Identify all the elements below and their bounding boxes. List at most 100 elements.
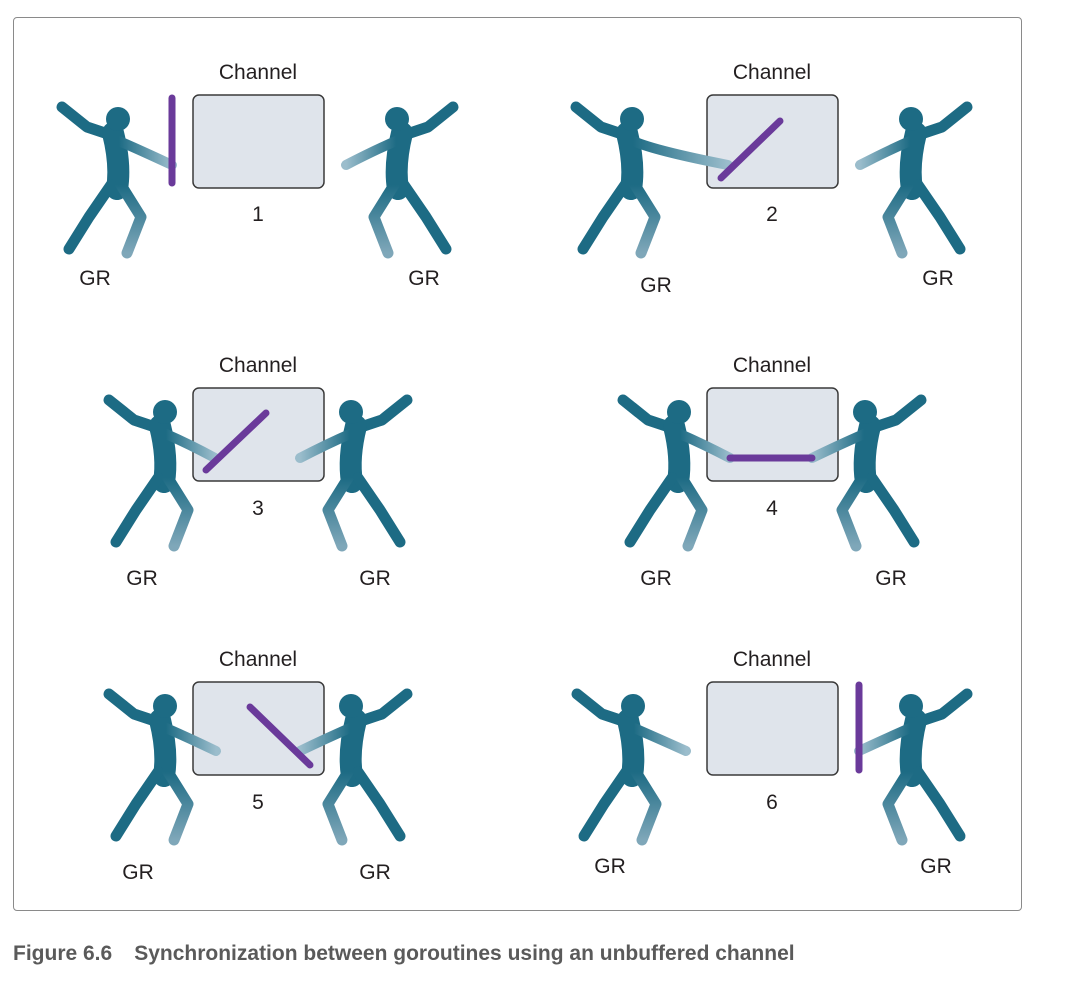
left-goroutine-figure	[56, 101, 177, 259]
channel-label: Channel	[219, 354, 297, 377]
front-leg	[162, 472, 194, 552]
back-leg	[624, 472, 678, 548]
panel-5: Channel 5 GR GR	[103, 648, 413, 884]
front-leg	[630, 766, 662, 846]
left-goroutine-figure	[103, 394, 220, 552]
head	[385, 107, 409, 131]
front-leg	[882, 766, 914, 846]
front-leg	[629, 179, 661, 259]
back-leg	[578, 766, 632, 842]
front-leg	[322, 472, 354, 552]
right-goroutine-figure	[854, 688, 973, 846]
back-leg	[352, 472, 406, 548]
reaching-arm	[807, 429, 869, 463]
channel-box	[192, 681, 325, 776]
panel-4: Channel 4 GR GR	[617, 354, 927, 590]
reaching-arm	[161, 723, 221, 756]
figure-caption-text: Synchronization between goroutines using…	[134, 942, 795, 965]
left-goroutine-figure	[103, 688, 221, 846]
figure-number: Figure 6.6	[13, 942, 113, 965]
channel-box	[706, 681, 839, 776]
head	[620, 107, 644, 131]
step-number: 3	[252, 497, 264, 520]
right-goroutine-label: GR	[359, 861, 391, 884]
left-goroutine-label: GR	[640, 567, 672, 590]
right-goroutine-figure	[341, 101, 459, 259]
reaching-arm	[628, 136, 733, 170]
right-goroutine-figure	[295, 688, 413, 846]
channel-label: Channel	[219, 648, 297, 671]
reaching-arm	[114, 136, 177, 170]
back-leg	[866, 472, 920, 548]
front-leg	[882, 179, 914, 259]
right-goroutine-label: GR	[359, 567, 391, 590]
left-goroutine-figure	[570, 101, 733, 259]
back-leg	[398, 179, 452, 255]
left-goroutine-label: GR	[126, 567, 158, 590]
channel-box	[192, 94, 325, 189]
channel-label: Channel	[733, 354, 811, 377]
head	[621, 694, 645, 718]
channel-label: Channel	[733, 61, 811, 84]
step-number: 2	[766, 203, 778, 226]
front-leg	[322, 766, 354, 846]
reaching-arm	[855, 136, 915, 170]
step-number: 4	[766, 497, 778, 520]
right-goroutine-label: GR	[408, 267, 440, 290]
reaching-arm	[161, 429, 220, 463]
right-goroutine-figure	[855, 101, 973, 259]
front-leg	[162, 766, 194, 846]
baton	[246, 703, 314, 769]
channel-label: Channel	[219, 61, 297, 84]
right-goroutine-label: GR	[920, 855, 952, 878]
front-leg	[676, 472, 708, 552]
back-leg	[912, 179, 966, 255]
reaching-arm	[675, 429, 735, 463]
left-goroutine-figure	[617, 394, 735, 552]
reaching-arm	[854, 723, 915, 756]
head	[899, 107, 923, 131]
head	[106, 107, 130, 131]
figure-caption: Figure 6.6 Synchronization between gorout…	[13, 942, 795, 966]
front-leg	[836, 472, 868, 552]
step-number: 1	[252, 203, 264, 226]
baton	[717, 117, 784, 182]
channel-label: Channel	[733, 648, 811, 671]
back-leg	[352, 766, 406, 842]
step-number: 5	[252, 791, 264, 814]
step-number: 6	[766, 791, 778, 814]
head	[153, 694, 177, 718]
front-leg	[115, 179, 147, 259]
baton	[202, 409, 270, 474]
front-leg	[368, 179, 400, 259]
left-goroutine-label: GR	[79, 267, 111, 290]
back-leg	[63, 179, 117, 255]
back-leg	[110, 472, 164, 548]
head	[339, 400, 363, 424]
head	[153, 400, 177, 424]
panel-1: Channel 1 GR GR	[56, 61, 459, 290]
left-goroutine-label: GR	[640, 274, 672, 297]
right-goroutine-label: GR	[875, 567, 907, 590]
back-leg	[912, 766, 966, 842]
back-leg	[577, 179, 631, 255]
reaching-arm	[295, 723, 355, 756]
head	[853, 400, 877, 424]
left-goroutine-figure	[571, 688, 691, 846]
reaching-arm	[295, 429, 355, 463]
head	[667, 400, 691, 424]
left-goroutine-label: GR	[594, 855, 626, 878]
reaching-arm	[629, 723, 691, 756]
head	[899, 694, 923, 718]
channel-box	[192, 387, 325, 482]
panel-3: Channel 3 GR GR	[103, 354, 413, 590]
head	[339, 694, 363, 718]
panel-2: Channel 2 GR GR	[570, 61, 973, 297]
right-goroutine-label: GR	[922, 267, 954, 290]
right-goroutine-figure	[807, 394, 927, 552]
panel-6: Channel 6 GR GR	[571, 648, 973, 878]
back-leg	[110, 766, 164, 842]
right-goroutine-figure	[295, 394, 413, 552]
channel-box	[706, 387, 839, 482]
